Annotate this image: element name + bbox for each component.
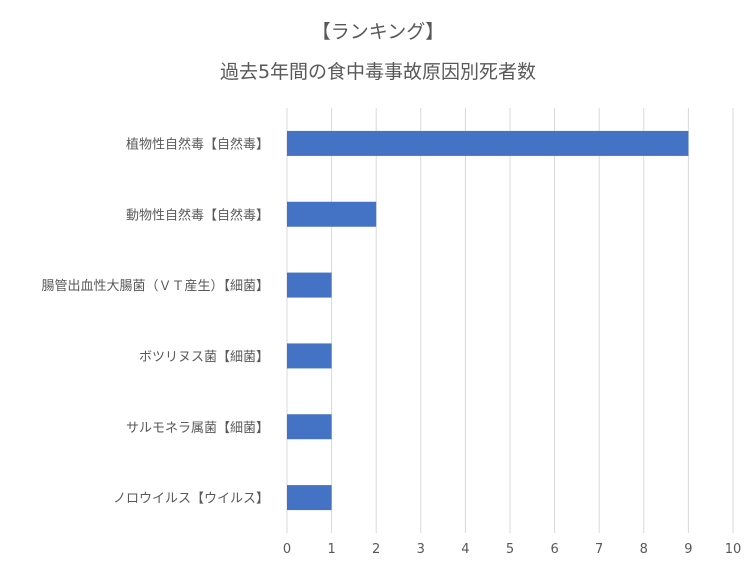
category-labels: 植物性自然毒【自然毒】動物性自然毒【自然毒】腸管出血性大腸菌（ＶＴ産生）【細菌】… — [41, 136, 269, 506]
x-tick-label: 0 — [283, 542, 291, 557]
gridlines — [286, 108, 734, 533]
category-label: 動物性自然毒【自然毒】 — [126, 207, 269, 223]
x-tick-label: 7 — [595, 542, 603, 557]
bar-3 — [287, 343, 332, 369]
category-label: ボツリヌス菌【細菌】 — [139, 350, 269, 365]
category-label: ノロウイルス【ウイルス】 — [113, 492, 269, 507]
x-tick-label: 5 — [506, 542, 514, 557]
chart-title: 【ランキング】 — [312, 21, 444, 43]
x-tick-label: 9 — [684, 542, 692, 557]
bar-1 — [287, 201, 377, 227]
x-tick-label: 6 — [550, 542, 558, 557]
category-label: 腸管出血性大腸菌（ＶＴ産生）【細菌】 — [41, 278, 269, 294]
bars — [287, 130, 689, 511]
category-label: 植物性自然毒【自然毒】 — [126, 136, 269, 152]
x-tick-label: 2 — [372, 542, 380, 557]
x-tick-label: 3 — [417, 542, 425, 557]
bar-0 — [287, 130, 689, 156]
category-label: サルモネラ属菌【細菌】 — [126, 421, 269, 436]
x-tick-label: 1 — [327, 542, 335, 557]
bar-5 — [287, 485, 332, 511]
bar-2 — [287, 272, 332, 298]
bar-4 — [287, 414, 332, 440]
x-tick-label: 4 — [461, 542, 469, 557]
chart-subtitle: 過去5年間の食中毒事故原因別死者数 — [220, 61, 536, 83]
x-tick-label: 10 — [725, 542, 742, 557]
x-axis-ticks: 0 1 2 3 4 5 6 7 8 9 10 — [283, 542, 741, 557]
x-tick-label: 8 — [640, 542, 648, 557]
